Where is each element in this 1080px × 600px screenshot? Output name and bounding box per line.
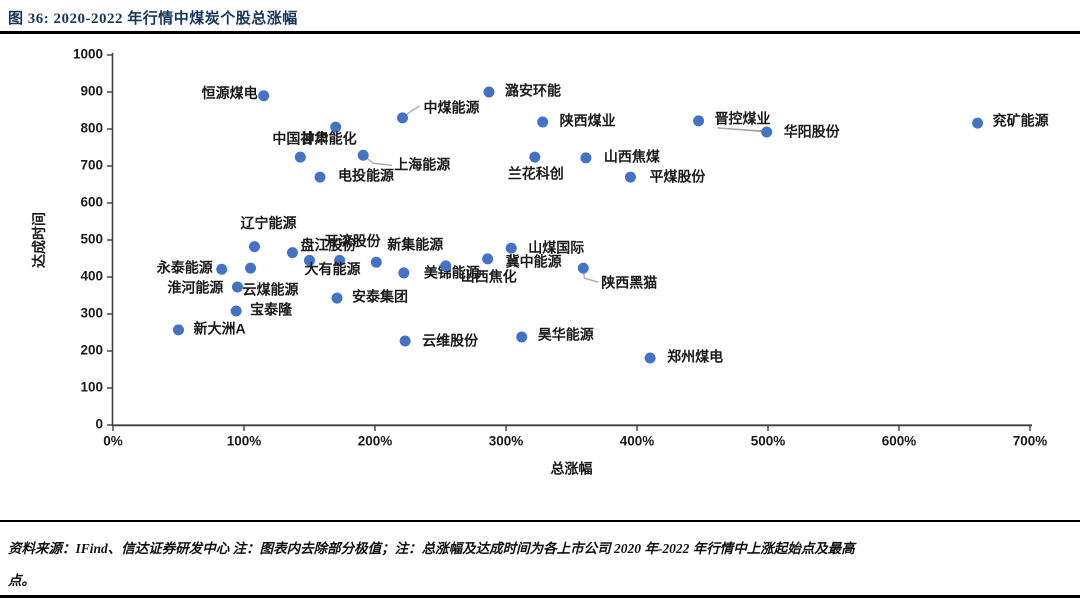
- scatter-point-大有能源: [304, 254, 315, 266]
- footer-divider: [0, 520, 1080, 522]
- x-tick-label: 200%: [358, 434, 393, 449]
- point-label-云煤能源: 云煤能源: [243, 282, 299, 298]
- scatter-point-云煤能源: [245, 262, 257, 274]
- y-tick-label: 900: [80, 84, 103, 99]
- leader-line-华阳股份: [717, 127, 767, 133]
- scatter-point-云维股份: [399, 335, 411, 347]
- y-tick-label: 300: [80, 306, 103, 321]
- point-label-恒源煤电: 恒源煤电: [202, 85, 258, 101]
- point-label-大有能源: 大有能源: [305, 261, 361, 277]
- x-tick-label: 600%: [882, 434, 917, 449]
- scatter-point-恒源煤电: [258, 90, 270, 102]
- scatter-point-辽宁能源: [248, 241, 260, 253]
- page-bottom-rule: [0, 595, 1080, 598]
- chart-title: 图 36: 2020-2022 年行情中煤炭个股总涨幅: [8, 11, 298, 27]
- scatter-point-郑州煤电: [644, 352, 656, 364]
- scatter-point-山煤国际: [505, 242, 517, 254]
- point-label-新集能源: 新集能源: [387, 237, 443, 253]
- point-label-山西焦煤: 山西焦煤: [604, 148, 661, 164]
- point-label-陕西黑猫: 陕西黑猫: [601, 275, 657, 291]
- point-label-宝泰隆: 宝泰隆: [250, 301, 293, 317]
- x-tick-label: 400%: [620, 434, 655, 449]
- scatter-point-宝泰隆: [230, 305, 242, 317]
- scatter-point-淮河能源: [231, 281, 243, 293]
- scatter-point-陕西黑猫: [577, 262, 589, 274]
- point-label-冀中能源: 冀中能源: [506, 253, 562, 269]
- scatter-point-盘江股份: [286, 247, 298, 259]
- point-label-华阳股份: 华阳股份: [784, 123, 841, 139]
- scatter-point-潞安环能: [483, 86, 495, 98]
- y-tick-label: 800: [80, 121, 103, 136]
- point-label-云维股份: 云维股份: [422, 332, 479, 348]
- y-tick-label: 200: [80, 343, 103, 358]
- coal-stocks-scatter-chart: 0 100 200 300 400 500 600 700 800 900 1000 0% 100% 20…: [31, 47, 1049, 477]
- point-label-辽宁能源: 辽宁能源: [240, 215, 296, 231]
- point-label-盘江股份: 盘江股份: [300, 237, 357, 253]
- scatter-point-晋控煤业: [693, 115, 705, 127]
- x-tick-label: 500%: [751, 434, 786, 449]
- scatter-point-甘肃能化: [330, 121, 342, 133]
- scatter-point-上海能源: [357, 149, 369, 161]
- scatter-point-电投能源: [314, 171, 326, 183]
- source-note-line2: 点。: [8, 573, 35, 588]
- x-tick-label: 0%: [103, 434, 123, 449]
- y-axis-title: 达成时间: [31, 212, 47, 268]
- scatter-point-兰花科创: [529, 151, 541, 163]
- point-label-上海能源: 上海能源: [394, 157, 450, 173]
- scatter-point-美锦能源: [398, 267, 410, 279]
- y-tick-label: 700: [80, 158, 103, 173]
- y-tick-label: 1000: [73, 47, 103, 62]
- source-note-line1: 资料来源：IFind、信达证券研发中心 注：图表内去除部分极值；注：总涨幅及达成…: [8, 541, 855, 556]
- scatter-point-山西焦煤: [580, 152, 592, 164]
- point-label-甘肃能化: 甘肃能化: [301, 131, 357, 147]
- scatter-point-新大洲A: [173, 324, 184, 336]
- point-label-新大洲A: 新大洲A: [194, 320, 246, 336]
- point-label-兖矿能源: 兖矿能源: [993, 112, 1049, 128]
- point-label-山西焦化: 山西焦化: [461, 268, 517, 284]
- point-label-山煤国际: 山煤国际: [528, 240, 584, 256]
- point-label-电投能源: 电投能源: [338, 168, 394, 184]
- y-tick-label: 0: [95, 417, 103, 432]
- point-label-平煤股份: 平煤股份: [649, 169, 706, 185]
- scatter-point-中国神华: [294, 151, 306, 163]
- x-tick-label: 100%: [227, 434, 262, 449]
- point-label-中煤能源: 中煤能源: [424, 99, 480, 115]
- point-label-安泰集团: 安泰集团: [352, 288, 408, 304]
- y-tick-label: 400: [80, 269, 103, 284]
- scatter-point-永泰能源: [216, 263, 228, 275]
- title-divider: [0, 31, 1080, 34]
- point-label-永泰能源: 永泰能源: [156, 260, 213, 276]
- scatter-point-陕西煤业: [537, 116, 549, 128]
- y-tick-label: 600: [80, 195, 103, 210]
- scatter-point-冀中能源: [482, 253, 494, 265]
- point-label-昊华能源: 昊华能源: [538, 326, 594, 342]
- point-label-兰花科创: 兰花科创: [508, 166, 564, 182]
- x-axis-title: 总涨幅: [551, 460, 593, 476]
- x-tick-label: 300%: [489, 434, 524, 449]
- point-label-淮河能源: 淮河能源: [167, 279, 223, 295]
- point-label-陕西煤业: 陕西煤业: [560, 112, 616, 128]
- scatter-point-新集能源: [370, 256, 382, 268]
- scatter-point-山西焦化: [440, 260, 452, 272]
- point-label-郑州煤电: 郑州煤电: [667, 348, 723, 364]
- scatter-point-华阳股份: [761, 126, 773, 138]
- x-tick-label: 700%: [1013, 434, 1048, 449]
- y-tick-label: 100: [80, 380, 103, 395]
- scatter-point-兖矿能源: [972, 117, 984, 129]
- scatter-point-中煤能源: [397, 112, 409, 124]
- scatter-point-昊华能源: [516, 331, 528, 343]
- scatter-point-平煤股份: [624, 171, 636, 183]
- point-label-美锦能源: 美锦能源: [424, 264, 480, 280]
- point-label-中国神华: 中国神华: [272, 131, 328, 147]
- point-label-开滦股份: 开滦股份: [325, 233, 382, 249]
- point-label-晋控煤业: 晋控煤业: [715, 110, 771, 126]
- y-tick-label: 500: [80, 232, 103, 247]
- scatter-point-开滦股份: [334, 254, 346, 266]
- point-label-潞安环能: 潞安环能: [505, 82, 561, 98]
- scatter-point-安泰集团: [331, 292, 343, 304]
